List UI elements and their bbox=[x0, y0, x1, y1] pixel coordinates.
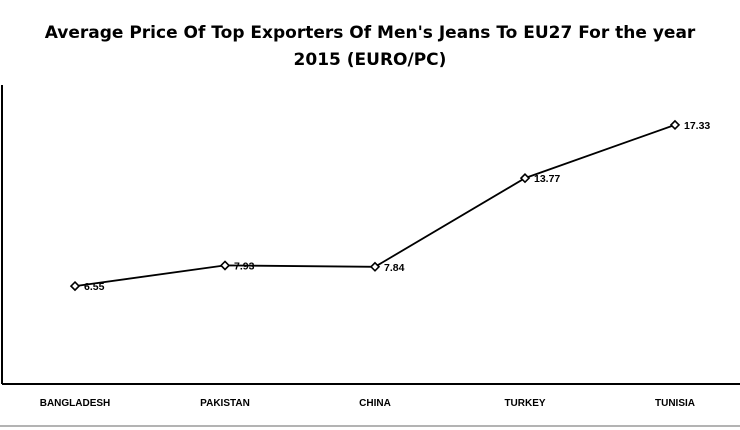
data-label: 7.84 bbox=[384, 262, 405, 274]
data-label: 6.55 bbox=[84, 281, 105, 293]
data-point-marker bbox=[669, 119, 681, 131]
data-point-marker bbox=[369, 261, 381, 272]
x-tick-label: PAKISTAN bbox=[200, 398, 250, 409]
series-group: 6.55 7.93 7.84 13.77 17.33 bbox=[69, 119, 710, 293]
x-tick-label: BANGLADESH bbox=[40, 398, 111, 409]
chart-title: Average Price Of Top Exporters Of Men's … bbox=[44, 23, 696, 70]
data-point-marker bbox=[519, 173, 531, 184]
data-label: 17.33 bbox=[684, 120, 710, 132]
data-label: 7.93 bbox=[234, 260, 255, 272]
data-point-marker bbox=[69, 280, 81, 292]
x-tick-label: TUNISIA bbox=[655, 398, 695, 409]
x-tick-label: TURKEY bbox=[504, 398, 545, 409]
x-tick-label: CHINA bbox=[359, 398, 391, 409]
data-point-marker bbox=[219, 260, 231, 271]
data-label: 13.77 bbox=[534, 173, 560, 185]
x-tick-labels: BANGLADESH PAKISTAN CHINA TURKEY TUNISIA bbox=[40, 398, 695, 409]
